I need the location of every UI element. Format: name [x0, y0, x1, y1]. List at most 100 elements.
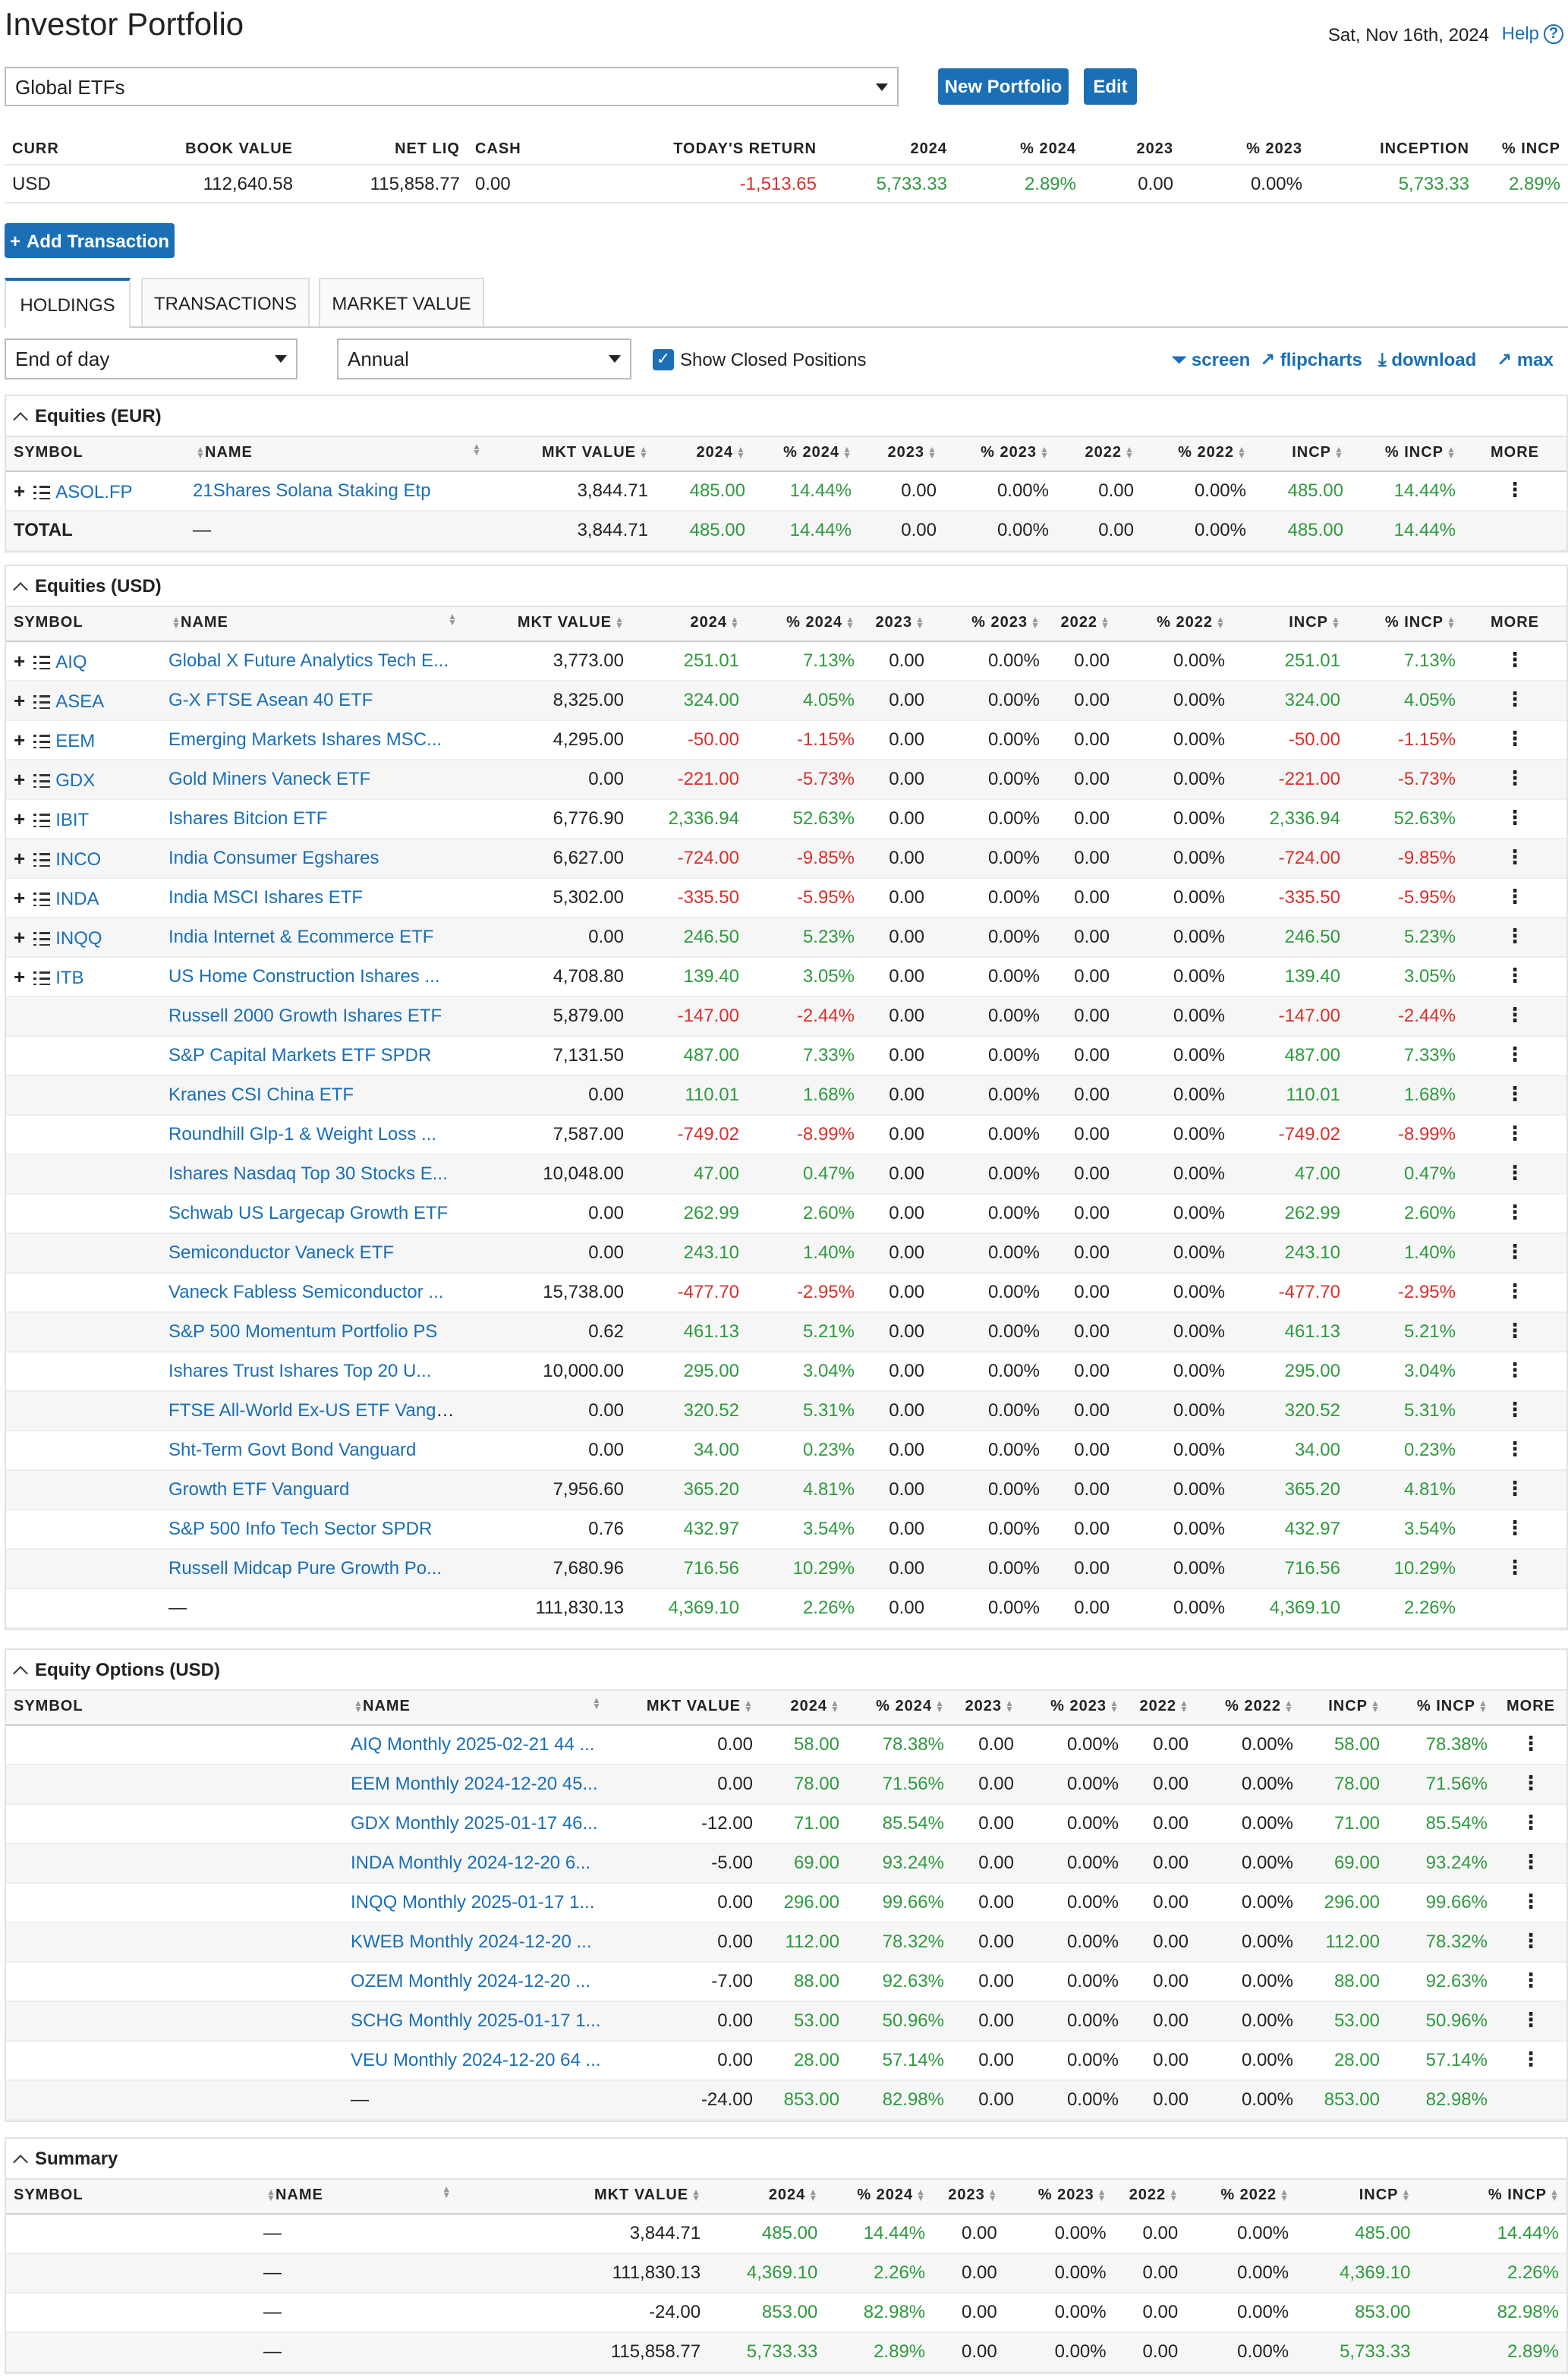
holding-row[interactable]: Sht-Term Govt Bond Vanguard 0.00 34.00 0.23…	[6, 1430, 1566, 1469]
more-vertical-icon[interactable]: ⋮	[1505, 1556, 1525, 1579]
holding-row[interactable]: KWEB Monthly 2024-12-20 ... 0.00 112.00 78.…	[6, 1922, 1566, 1961]
more-vertical-icon[interactable]: ⋮	[1521, 1890, 1541, 1913]
sort-icon[interactable]	[592, 1699, 601, 1711]
holding-row[interactable]: S&P 500 Info Tech Sector SPDR 0.76 432.97 3…	[6, 1509, 1566, 1548]
sort-icon[interactable]	[1237, 447, 1246, 459]
chevron-up-icon[interactable]	[13, 581, 28, 597]
column-header[interactable]: % INCP	[1348, 607, 1463, 641]
section-header[interactable]: Equity Options (USD)	[6, 1650, 1566, 1691]
more-vertical-icon[interactable]: ⋮	[1505, 1398, 1525, 1421]
security-name-link[interactable]: Global X Future Analytics Tech E...	[168, 650, 449, 671]
holding-row[interactable]: — 111,830.13 4,369.10 2.26% 0.00 0.00% 0.00 0.0…	[6, 2253, 1566, 2292]
list-icon[interactable]	[33, 735, 49, 748]
plus-icon[interactable]: +	[14, 886, 25, 908]
sort-icon[interactable]	[988, 2190, 997, 2202]
more-vertical-icon[interactable]: ⋮	[1505, 964, 1525, 987]
plus-icon[interactable]: +	[14, 925, 25, 948]
more-vertical-icon[interactable]: ⋮	[1505, 885, 1525, 908]
holding-row[interactable]: + EEM Emerging Markets Ishares MSC... 4,295…	[6, 719, 1566, 759]
security-name-link[interactable]: INQQ Monthly 2025-01-17 1...	[351, 1891, 595, 1913]
holding-row[interactable]: OZEM Monthly 2024-12-20 ... -7.00 88.00 92.…	[6, 1961, 1566, 2001]
security-name-link[interactable]: Russell Midcap Pure Growth Po...	[168, 1557, 442, 1579]
sort-icon[interactable]	[845, 617, 855, 629]
column-header[interactable]: 2024	[708, 2180, 825, 2213]
security-name-link[interactable]: Ishares Nasdaq Top 30 Stocks E...	[168, 1163, 448, 1184]
security-name-link[interactable]: EEM Monthly 2024-12-20 45...	[351, 1773, 598, 1794]
holding-row[interactable]: AIQ Monthly 2025-02-21 44 ... 0.00 58.00 78…	[6, 1724, 1566, 1764]
section-header[interactable]: Equities (EUR)	[6, 396, 1566, 437]
more-vertical-icon[interactable]: ⋮	[1505, 1003, 1525, 1026]
column-header[interactable]: % 2023	[932, 607, 1047, 641]
column-header[interactable]: % INCP	[1387, 1691, 1495, 1724]
column-header[interactable]: MKT VALUE	[609, 1691, 760, 1724]
more-vertical-icon[interactable]: ⋮	[1505, 1082, 1525, 1105]
sort-icon[interactable]	[196, 447, 205, 459]
plus-icon[interactable]: +	[14, 767, 25, 790]
column-header[interactable]: % 2022	[1196, 1691, 1301, 1724]
column-header[interactable]: % 2022	[1117, 607, 1233, 641]
holding-row[interactable]: Russell Midcap Pure Growth Po... 7,680.96…	[6, 1548, 1566, 1588]
more-vertical-icon[interactable]: ⋮	[1521, 1929, 1541, 1952]
plus-icon[interactable]: +	[14, 807, 25, 830]
security-name-link[interactable]: AIQ Monthly 2025-02-21 44 ...	[351, 1733, 595, 1755]
plus-icon[interactable]: +	[14, 649, 25, 672]
column-header[interactable]: 2023	[859, 437, 944, 471]
column-header[interactable]: MKT VALUE	[464, 607, 631, 641]
symbol-link[interactable]: INQQ	[55, 927, 102, 948]
sort-icon[interactable]	[1100, 617, 1110, 629]
holding-row[interactable]: INDA Monthly 2024-12-20 6... -5.00 69.00 93…	[6, 1843, 1566, 1882]
sort-icon[interactable]	[736, 447, 745, 459]
column-header[interactable]: % 2022	[1185, 2180, 1296, 2213]
column-header[interactable]: 2024	[824, 134, 955, 165]
sort-icon[interactable]	[1334, 447, 1343, 459]
column-header[interactable]: 2022	[1056, 437, 1141, 471]
column-header[interactable]: INCP	[1296, 2180, 1418, 2213]
add-transaction-button[interactable]: + Add Transaction	[5, 223, 175, 258]
column-header[interactable]: 2024	[656, 437, 753, 471]
symbol-link[interactable]: ASEA	[55, 690, 104, 711]
list-icon[interactable]	[33, 932, 49, 946]
column-header[interactable]: BOOK VALUE	[126, 134, 301, 165]
plus-icon[interactable]: +	[14, 688, 25, 711]
column-header[interactable]: % 2023	[1005, 2180, 1114, 2213]
security-name-link[interactable]: India Internet & Ecommerce ETF	[168, 926, 433, 947]
sort-icon[interactable]	[472, 445, 481, 458]
more-vertical-icon[interactable]: ⋮	[1505, 1201, 1525, 1223]
column-header[interactable]: INCP	[1301, 1691, 1387, 1724]
column-header[interactable]: % 2024	[825, 2180, 933, 2213]
holding-row[interactable]: + AIQ Global X Future Analytics Tech E... 3…	[6, 641, 1566, 680]
column-header[interactable]: % 2024	[747, 607, 862, 641]
more-vertical-icon[interactable]: ⋮	[1505, 688, 1525, 710]
column-header[interactable]: % 2023	[944, 437, 1056, 471]
holding-row[interactable]: Roundhill Glp-1 & Weight Loss ... 7,587.0…	[6, 1114, 1566, 1154]
column-header[interactable]: 2024	[760, 1691, 847, 1724]
security-name-link[interactable]: Kranes CSI China ETF	[168, 1084, 354, 1105]
holding-row[interactable]: + GDX Gold Miners Vaneck ETF 0.00 -221.00 -5.…	[6, 759, 1566, 798]
column-header[interactable]: 2022	[1126, 1691, 1196, 1724]
sort-icon[interactable]	[1169, 2190, 1178, 2202]
holding-row[interactable]: + INQQ India Internet & Ecommerce ETF 0.00 2…	[6, 917, 1566, 956]
show-closed-label[interactable]: Show Closed Positions	[680, 349, 866, 370]
holding-row[interactable]: + ASEA G-X FTSE Asean 40 ETF 8,325.00 324.00…	[6, 680, 1566, 719]
sort-icon[interactable]	[1040, 447, 1049, 459]
show-closed-checkbox[interactable]: ✓	[653, 349, 674, 370]
holding-row[interactable]: Semiconductor Vaneck ETF 0.00 243.10 1.40% 0…	[6, 1233, 1566, 1272]
security-name-link[interactable]: S&P Capital Markets ETF SPDR	[168, 1044, 431, 1066]
column-header[interactable]: % 2024	[753, 437, 859, 471]
holding-row[interactable]: — -24.00 853.00 82.98% 0.00 0.00% 0.00 0.00% 853…	[6, 2292, 1566, 2331]
frequency-select[interactable]: Annual	[337, 338, 631, 379]
chevron-up-icon[interactable]	[13, 411, 28, 427]
list-icon[interactable]	[33, 853, 49, 867]
more-vertical-icon[interactable]: ⋮	[1505, 1359, 1525, 1381]
more-vertical-icon[interactable]: ⋮	[1505, 648, 1525, 671]
security-name-link[interactable]: OZEM Monthly 2024-12-20 ...	[351, 1970, 590, 1991]
holding-row[interactable]: + IBIT Ishares Bitcion ETF 6,776.90 2,336.94…	[6, 798, 1566, 838]
sort-icon[interactable]	[1005, 1701, 1014, 1713]
column-header[interactable]: % INCP	[1351, 437, 1463, 471]
section-header[interactable]: Summary	[6, 2139, 1566, 2180]
more-vertical-icon[interactable]: ⋮	[1521, 1969, 1541, 1991]
sort-icon[interactable]	[916, 2190, 925, 2202]
symbol-link[interactable]: AIQ	[55, 650, 87, 672]
more-vertical-icon[interactable]: ⋮	[1505, 1516, 1525, 1539]
more-vertical-icon[interactable]: ⋮	[1521, 1771, 1541, 1794]
